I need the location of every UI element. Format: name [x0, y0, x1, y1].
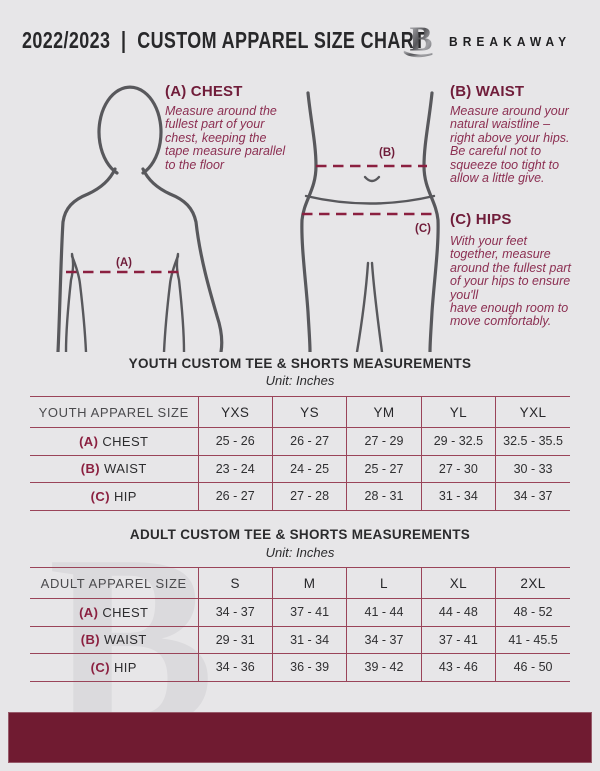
size-header-2xl: 2XL [495, 567, 570, 599]
adult-size-column-header: ADULT APPAREL SIZE [40, 575, 187, 591]
row-marker: (A) [79, 433, 99, 449]
youth-table-unit: Unit: Inches [265, 373, 335, 388]
cell: 34 - 37 [495, 482, 570, 510]
hips-marker-label: (C) [415, 223, 431, 235]
row-label: CHEST [102, 604, 149, 620]
size-header-ym: YM [346, 396, 422, 428]
cell: 31 - 34 [420, 482, 496, 510]
row-marker: (A) [79, 604, 99, 620]
size-header-yxl: YXL [495, 396, 570, 428]
cell: 41 - 44 [346, 598, 422, 626]
cell: 34 - 36 [197, 653, 273, 681]
cell: 31 - 34 [271, 626, 347, 654]
chest-guide-text: Measure around the fullest part of your … [165, 104, 286, 172]
chest-marker-label: (A) [116, 257, 132, 269]
cell: 26 - 27 [197, 482, 273, 510]
cell: 37 - 41 [420, 626, 496, 654]
youth-size-table: YOUTH APPAREL SIZE YXS YS YM YL YXL (A) … [30, 396, 570, 511]
chest-measurement-diagram: (A) [56, 85, 224, 352]
row-marker: (B) [80, 632, 101, 648]
waist-guide-text: Measure around your natural waistline – … [450, 104, 570, 186]
cell: 24 - 25 [271, 455, 347, 483]
cell: 39 - 42 [346, 653, 422, 681]
brand-lockup: B BREAKAWAY [399, 20, 582, 62]
row-label: CHEST [102, 433, 149, 449]
cell: 26 - 27 [271, 427, 347, 455]
waist-guide-heading: (B) WAIST [450, 83, 525, 100]
footer-accent-bar [8, 712, 592, 763]
hips-guide-heading: (C) HIPS [450, 211, 512, 228]
figure-head-outline [97, 85, 163, 175]
cell: 25 - 26 [197, 427, 273, 455]
waist-marker-label: (B) [379, 147, 395, 159]
size-header-yl: YL [420, 396, 496, 428]
youth-hip-row: (C) HIP 26 - 27 27 - 28 28 - 31 31 - 34 … [30, 482, 570, 510]
cell: 30 - 33 [495, 455, 570, 483]
cell: 32.5 - 35.5 [495, 427, 570, 455]
row-label: HIP [113, 488, 137, 504]
row-marker: (C) [90, 659, 110, 675]
adult-size-table: ADULT APPAREL SIZE S M L XL 2XL (A) CHES… [30, 567, 570, 682]
cell: 37 - 41 [271, 598, 347, 626]
cell: 28 - 31 [346, 482, 422, 510]
row-label: WAIST [104, 461, 147, 477]
cell: 27 - 28 [271, 482, 347, 510]
breakaway-b-logo-icon: B [403, 21, 432, 59]
cell: 25 - 27 [346, 455, 422, 483]
cell: 29 - 32.5 [420, 427, 496, 455]
size-header-xl: XL [420, 567, 496, 599]
cell: 46 - 50 [495, 653, 570, 681]
adult-waist-row: (B) WAIST 29 - 31 31 - 34 34 - 37 37 - 4… [30, 626, 570, 654]
size-header-l: L [346, 567, 422, 599]
size-header-yxs: YXS [197, 396, 273, 428]
size-header-m: M [271, 567, 347, 599]
row-marker: (B) [80, 461, 101, 477]
figure-navel [363, 175, 381, 183]
waist-hips-measurement-diagram: (B) (C) [300, 91, 440, 352]
cell: 41 - 45.5 [495, 626, 570, 654]
chest-guide-heading: (A) CHEST [165, 83, 243, 100]
cell: 44 - 48 [420, 598, 496, 626]
size-header-s: S [197, 567, 273, 599]
cell: 29 - 31 [197, 626, 273, 654]
adult-table-unit: Unit: Inches [265, 545, 335, 560]
brand-name: BREAKAWAY [449, 33, 572, 49]
cell: 48 - 52 [495, 598, 570, 626]
cell: 36 - 39 [271, 653, 347, 681]
youth-table-title: YOUTH CUSTOM TEE & SHORTS MEASUREMENTS [128, 356, 472, 371]
row-marker: (C) [90, 488, 110, 504]
youth-header-row: YOUTH APPAREL SIZE YXS YS YM YL YXL [30, 396, 570, 428]
row-label: WAIST [104, 632, 147, 648]
cell: 43 - 46 [420, 653, 496, 681]
cell: 27 - 30 [420, 455, 496, 483]
figure-hip-crease [304, 194, 436, 205]
adult-chest-row: (A) CHEST 34 - 37 37 - 41 41 - 44 44 - 4… [30, 598, 570, 626]
hips-guide-text: With your feet together, measure around … [450, 234, 571, 329]
cell: 27 - 29 [346, 427, 422, 455]
cell: 34 - 37 [197, 598, 273, 626]
row-label: HIP [113, 659, 137, 675]
youth-chest-row: (A) CHEST 25 - 26 26 - 27 27 - 29 29 - 3… [30, 427, 570, 455]
cell: 34 - 37 [346, 626, 422, 654]
adult-header-row: ADULT APPAREL SIZE S M L XL 2XL [30, 567, 570, 599]
youth-size-column-header: YOUTH APPAREL SIZE [38, 404, 189, 420]
page-title: 2022/2023 | CUSTOM APPAREL SIZE CHART [22, 27, 426, 53]
cell: 23 - 24 [197, 455, 273, 483]
adult-hip-row: (C) HIP 34 - 36 36 - 39 39 - 42 43 - 46 … [30, 653, 570, 681]
size-header-ys: YS [271, 396, 347, 428]
adult-table-title: ADULT CUSTOM TEE & SHORTS MEASUREMENTS [129, 527, 471, 542]
youth-waist-row: (B) WAIST 23 - 24 24 - 25 25 - 27 27 - 3… [30, 455, 570, 483]
svg-text:B: B [409, 21, 432, 59]
